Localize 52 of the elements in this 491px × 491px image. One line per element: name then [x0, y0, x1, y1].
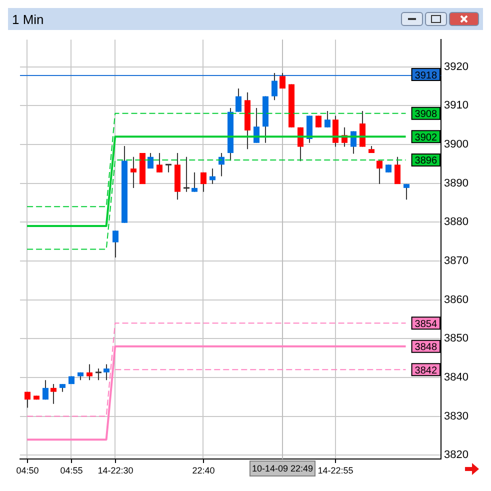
data-label: 3896 — [414, 156, 438, 167]
y-tick-label: 3920 — [444, 60, 468, 73]
y-tick-label: 3840 — [444, 371, 468, 384]
candlestick — [166, 164, 172, 173]
y-tick-label: 3910 — [444, 100, 468, 112]
candlestick — [148, 152, 154, 170]
chart-title: 1 Min — [12, 12, 44, 26]
x-tick-label: 10-14-09 22:49 — [252, 463, 314, 474]
candlestick — [298, 126, 304, 162]
candlestick — [376, 160, 382, 185]
candlestick — [236, 88, 242, 112]
candlestick — [324, 110, 330, 128]
candlestick — [104, 364, 110, 381]
x-tick-label: 04:50 — [16, 465, 39, 476]
candlestick — [86, 364, 92, 381]
data-label: 3908 — [414, 109, 438, 120]
y-tick-label: 3820 — [444, 449, 468, 462]
data-label: 3842 — [414, 365, 438, 376]
candlestick — [96, 368, 102, 381]
candlestick — [184, 156, 190, 192]
y-tick-label: 3880 — [444, 216, 468, 228]
candlestick — [192, 172, 198, 192]
y-tick-label: 3870 — [444, 254, 468, 267]
candlestick — [394, 156, 400, 185]
candlestick — [210, 168, 216, 185]
candlestick — [156, 152, 162, 173]
candlestick — [404, 184, 410, 200]
candlestick — [130, 156, 136, 188]
data-label: 3854 — [414, 318, 438, 330]
y-tick-label: 3850 — [444, 332, 468, 345]
y-tick-label: 3860 — [444, 294, 468, 306]
x-tick-label: 14-22:30 — [98, 465, 134, 476]
candlestick — [24, 391, 30, 408]
data-label: 3848 — [414, 342, 438, 354]
y-tick-label: 3830 — [444, 410, 468, 422]
candlestick — [272, 72, 278, 101]
candlestick — [306, 115, 312, 144]
candlestick — [360, 110, 366, 148]
ref-line-label: 3918 — [414, 70, 438, 82]
candlestick — [316, 115, 322, 128]
data-label: 3902 — [414, 132, 438, 144]
x-tick-label: 22:40 — [192, 465, 215, 476]
candlestick — [42, 380, 48, 400]
y-tick-label: 3900 — [444, 138, 468, 150]
candlestick — [332, 115, 338, 148]
candlestick — [112, 230, 118, 258]
candlestick — [50, 384, 56, 404]
x-tick-label: 14-22:55 — [318, 465, 354, 476]
candlestick — [280, 72, 286, 90]
x-tick-label: 04:55 — [60, 465, 83, 476]
candlestick — [200, 172, 206, 192]
y-tick-label: 3890 — [444, 177, 468, 190]
